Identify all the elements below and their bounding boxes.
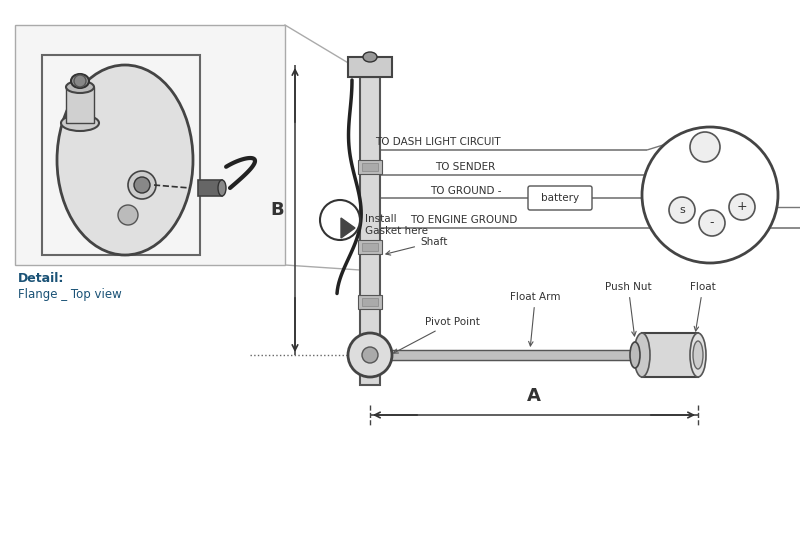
- Bar: [66, 87, 94, 123]
- Bar: [358, 240, 382, 254]
- Bar: [362, 298, 378, 306]
- Text: Shaft: Shaft: [386, 237, 447, 255]
- Text: -: -: [710, 217, 714, 229]
- Circle shape: [134, 177, 150, 193]
- Circle shape: [669, 197, 695, 223]
- Ellipse shape: [690, 333, 706, 377]
- Bar: [360, 77, 380, 385]
- Circle shape: [642, 127, 778, 263]
- Circle shape: [348, 333, 392, 377]
- Bar: [362, 163, 378, 171]
- Text: TO DASH LIGHT CIRCUIT: TO DASH LIGHT CIRCUIT: [375, 137, 501, 147]
- Text: Push Nut: Push Nut: [605, 282, 652, 336]
- Bar: [15, 25, 285, 265]
- Ellipse shape: [363, 52, 377, 62]
- Polygon shape: [341, 218, 355, 238]
- Circle shape: [118, 205, 138, 225]
- Text: Flange _ Top view: Flange _ Top view: [18, 288, 122, 301]
- Ellipse shape: [61, 115, 99, 131]
- Ellipse shape: [57, 65, 193, 255]
- Bar: [198, 180, 222, 196]
- Bar: [642, 333, 698, 377]
- Ellipse shape: [66, 81, 94, 93]
- Circle shape: [699, 210, 725, 236]
- Ellipse shape: [634, 333, 650, 377]
- Ellipse shape: [218, 180, 226, 196]
- Bar: [370, 350, 655, 360]
- Text: s: s: [679, 205, 685, 215]
- Text: Float Arm: Float Arm: [510, 292, 561, 346]
- Bar: [358, 160, 382, 174]
- Bar: [348, 57, 392, 77]
- Circle shape: [320, 200, 360, 240]
- Ellipse shape: [630, 342, 640, 368]
- Ellipse shape: [71, 74, 89, 88]
- Text: B: B: [270, 201, 284, 219]
- Text: Install
Gasket here: Install Gasket here: [365, 214, 428, 236]
- Text: battery: battery: [541, 193, 579, 203]
- Circle shape: [362, 347, 378, 363]
- Bar: [358, 295, 382, 309]
- Text: Pivot Point: Pivot Point: [394, 317, 480, 353]
- Text: TO GROUND -: TO GROUND -: [430, 186, 502, 196]
- Text: Float: Float: [690, 282, 716, 331]
- Text: +: +: [737, 201, 747, 213]
- Text: TO ENGINE GROUND: TO ENGINE GROUND: [410, 215, 518, 225]
- Circle shape: [690, 132, 720, 162]
- FancyBboxPatch shape: [528, 186, 592, 210]
- Bar: [362, 243, 378, 251]
- Circle shape: [128, 171, 156, 199]
- Circle shape: [729, 194, 755, 220]
- Text: Detail:: Detail:: [18, 272, 64, 285]
- Ellipse shape: [693, 341, 703, 369]
- Bar: [42, 55, 200, 255]
- Text: TO SENDER: TO SENDER: [435, 162, 495, 172]
- Text: A: A: [527, 387, 541, 405]
- Circle shape: [74, 75, 86, 87]
